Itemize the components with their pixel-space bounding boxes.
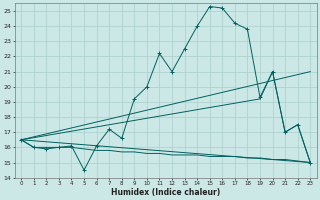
X-axis label: Humidex (Indice chaleur): Humidex (Indice chaleur): [111, 188, 220, 197]
